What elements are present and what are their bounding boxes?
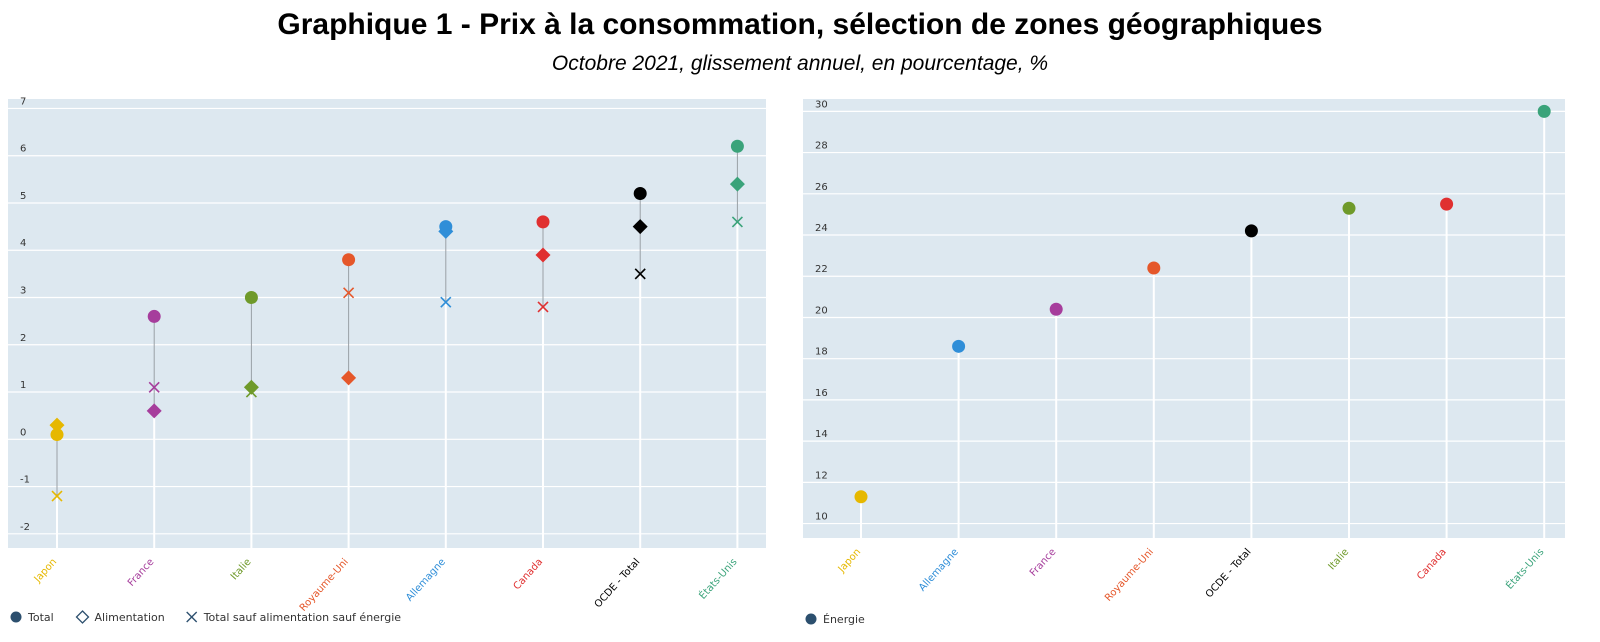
legend-item-energie: Énergie	[805, 613, 865, 626]
legend-circle-icon	[805, 613, 817, 625]
chart-subtitle: Octobre 2021, glissement annuel, en pour…	[551, 52, 1049, 75]
x-tick-label-allemagne: Allemagne	[404, 557, 448, 604]
point-total-sauf-alimentation-sauf-energie-france	[148, 381, 160, 393]
x-tick-label-etats-unis: États-Unis	[1503, 545, 1547, 591]
x-tick-label-italie: Italie	[229, 557, 254, 583]
y-tick-label: 16	[815, 388, 828, 399]
point-total-allemagne	[439, 220, 453, 234]
point-alimentation-italie	[243, 379, 259, 395]
legend-label: Alimentation	[95, 611, 165, 624]
point-total-sauf-alimentation-sauf-energie-ocde-total	[634, 268, 646, 280]
legend-circle-icon	[10, 611, 22, 623]
point-total-sauf-alimentation-sauf-energie-royaume-uni	[343, 287, 355, 299]
legend-label: Énergie	[823, 613, 865, 626]
point-alimentation-ocde-total	[632, 219, 648, 235]
point-energie-allemagne	[952, 339, 966, 353]
y-tick-label: -2	[20, 522, 30, 533]
y-tick-label: 1	[20, 380, 26, 391]
point-energie-italie	[1342, 201, 1356, 215]
y-tick-label: 5	[20, 191, 26, 202]
x-tick-label-canada: Canada	[1415, 547, 1449, 583]
chart-title: Graphique 1 - Prix à la consommation, sé…	[277, 8, 1323, 41]
legend-item-alimentation: Alimentation	[75, 610, 165, 624]
x-tick-label-france: France	[1028, 547, 1058, 579]
y-tick-label: 10	[815, 512, 828, 523]
legend-diamond-icon	[75, 610, 90, 624]
x-tick-label-italie: Italie	[1327, 547, 1352, 573]
point-total-ocde-total	[633, 187, 647, 201]
y-tick-label: 6	[20, 144, 26, 155]
point-energie-canada	[1440, 197, 1454, 211]
chart-panel-2: 10 12 14 16 18 20 22 24 26 28 30 Japon Allemagne Fran…	[803, 99, 1565, 626]
y-tick-label: 26	[815, 182, 828, 193]
x-stroke	[634, 268, 646, 280]
point-alimentation-royaume-uni	[341, 370, 357, 386]
x-tick-label-canada: Canada	[512, 557, 546, 593]
y-tick-label: 28	[815, 141, 828, 152]
point-energie-ocde-total	[1244, 224, 1258, 238]
x-tick-label-ocde-total: OCDE - Total	[593, 557, 643, 611]
point-energie-etats-unis	[1537, 104, 1551, 118]
point-energie-france	[1049, 302, 1063, 316]
y-tick-label: 12	[815, 470, 828, 481]
x-tick-label-japon: Japon	[32, 557, 60, 586]
plot-area	[803, 99, 1565, 538]
x-stroke	[731, 216, 743, 228]
x-stroke	[537, 301, 549, 313]
y-tick-label: 18	[815, 347, 828, 358]
chart-panel-1: -2 -1 0 1 2 3 4 5 6 7 Japon France Italie Royaume-Uni…	[8, 96, 766, 624]
y-tick-label: 14	[815, 429, 828, 440]
y-tick-label: 20	[815, 305, 828, 316]
point-alimentation-japon	[49, 417, 65, 433]
legend-item-total-sauf-alimentation-sauf-energie: Total sauf alimentation sauf énergie	[186, 611, 402, 624]
point-energie-japon	[854, 490, 868, 504]
point-total-royaume-uni	[342, 253, 356, 267]
y-tick-label: -1	[20, 475, 30, 486]
point-total-sauf-alimentation-sauf-energie-allemagne	[440, 296, 452, 308]
x-tick-label-france: France	[126, 557, 156, 589]
legend-label: Total	[27, 611, 54, 624]
point-total-sauf-alimentation-sauf-energie-japon	[51, 490, 63, 502]
x-stroke	[343, 287, 355, 299]
point-energie-royaume-uni	[1147, 261, 1161, 275]
x-stroke	[51, 490, 63, 502]
legend-label: Total sauf alimentation sauf énergie	[203, 611, 402, 624]
point-alimentation-france	[146, 403, 162, 419]
point-total-france	[147, 309, 161, 323]
legend-x-icon	[186, 611, 198, 623]
y-tick-label: 0	[20, 427, 26, 438]
point-total-sauf-alimentation-sauf-energie-canada	[537, 301, 549, 313]
point-alimentation-canada	[535, 247, 551, 263]
x-stroke	[148, 381, 160, 393]
point-total-japon	[50, 428, 64, 442]
y-tick-label: 4	[20, 238, 26, 249]
x-stroke	[440, 296, 452, 308]
x-tick-label-ocde-total: OCDE - Total	[1204, 547, 1254, 601]
x-tick-label-allemagne: Allemagne	[917, 547, 961, 594]
y-tick-label: 7	[20, 96, 26, 107]
point-total-sauf-alimentation-sauf-energie-etats-unis	[731, 216, 743, 228]
legend-item-total: Total	[10, 611, 54, 624]
x-tick-label-japon: Japon	[836, 547, 864, 576]
y-tick-label: 24	[815, 223, 828, 234]
y-tick-label: 30	[815, 99, 828, 110]
x-tick-label-royaume-uni: Royaume-Uni	[1103, 547, 1156, 604]
plot-area	[8, 99, 766, 548]
point-total-italie	[244, 291, 258, 305]
y-tick-label: 22	[815, 264, 828, 275]
y-tick-label: 2	[20, 333, 26, 344]
point-alimentation-etats-unis	[729, 176, 745, 192]
point-total-etats-unis	[730, 139, 744, 153]
point-total-canada	[536, 215, 550, 229]
x-tick-label-royaume-uni: Royaume-Uni	[298, 557, 351, 614]
x-tick-label-etats-unis: États-Unis	[696, 555, 740, 601]
y-tick-label: 3	[20, 286, 26, 297]
